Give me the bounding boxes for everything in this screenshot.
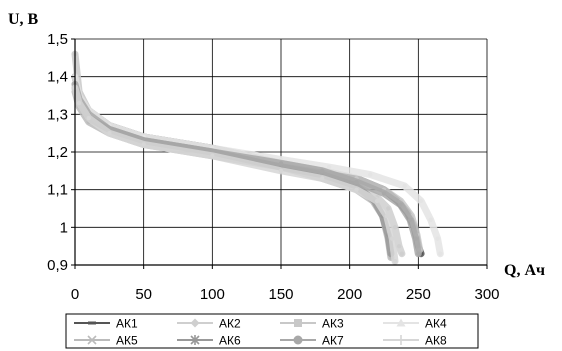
tick-labels: 0,9 1 1,1 1,2 1,3 1,4 1,5 0 50 100 150 200 250 300 bbox=[47, 31, 499, 303]
legend-item: АК5 bbox=[74, 334, 138, 348]
data-point bbox=[413, 236, 418, 241]
legend-label: АК6 bbox=[219, 334, 241, 348]
legend-box bbox=[65, 313, 479, 349]
legend-label: АК7 bbox=[322, 334, 344, 348]
data-point bbox=[278, 168, 284, 174]
data-point bbox=[354, 187, 359, 192]
data-point bbox=[399, 251, 405, 256]
data-point bbox=[320, 168, 325, 174]
legend-marker bbox=[190, 335, 200, 345]
data-point bbox=[418, 198, 424, 204]
x-tick-label: 100 bbox=[200, 286, 225, 303]
data-point bbox=[278, 161, 284, 166]
legend-label: АК2 bbox=[219, 317, 241, 331]
data-point bbox=[141, 142, 146, 147]
y-tick-label: 1,5 bbox=[47, 31, 68, 48]
legend-label: АК1 bbox=[116, 317, 138, 331]
legend-marker bbox=[190, 318, 200, 328]
x-tick-label: 0 bbox=[71, 286, 79, 303]
x-tick-label: 250 bbox=[406, 286, 431, 303]
y-tick-label: 1 bbox=[60, 219, 68, 236]
legend-item: АК6 bbox=[177, 334, 241, 348]
y-axis-label: U, В bbox=[8, 11, 39, 28]
legend-item: АК2 bbox=[177, 317, 241, 331]
legend-label: АК4 bbox=[425, 317, 447, 331]
x-tick-label: 150 bbox=[268, 286, 293, 303]
data-point bbox=[416, 251, 421, 256]
legend-marker bbox=[88, 321, 96, 325]
legend-label: АК8 bbox=[425, 334, 447, 348]
axes bbox=[71, 38, 488, 269]
x-tick-label: 50 bbox=[135, 286, 152, 303]
data-point bbox=[428, 217, 433, 222]
data-point bbox=[368, 172, 373, 177]
x-tick-label: 200 bbox=[337, 286, 362, 303]
data-point bbox=[107, 130, 112, 136]
legend-marker bbox=[294, 319, 302, 327]
data-point bbox=[385, 206, 391, 211]
x-tick-label: 300 bbox=[474, 286, 499, 303]
series-8 bbox=[71, 84, 399, 265]
y-tick-label: 1,1 bbox=[47, 182, 68, 199]
legend-label: АК3 bbox=[322, 317, 344, 331]
data-point bbox=[76, 100, 82, 106]
data-point bbox=[392, 259, 398, 264]
data-point bbox=[326, 164, 332, 170]
data-point bbox=[210, 153, 215, 158]
data-point bbox=[320, 176, 325, 181]
data-point bbox=[392, 225, 398, 230]
legend-marker bbox=[87, 335, 97, 345]
y-tick-label: 1,3 bbox=[47, 106, 68, 123]
y-tick-label: 1,2 bbox=[47, 144, 68, 161]
legend-item: АК7 bbox=[280, 334, 344, 348]
data-point bbox=[390, 236, 395, 241]
data-point bbox=[402, 183, 407, 189]
data-point bbox=[381, 191, 387, 196]
data-point bbox=[435, 236, 440, 241]
legend-marker bbox=[396, 318, 406, 327]
data-point bbox=[384, 213, 389, 219]
data-point bbox=[354, 179, 359, 185]
data-point bbox=[396, 243, 402, 249]
data-point bbox=[86, 115, 91, 121]
legend-item: АК8 bbox=[383, 334, 447, 348]
y-tick-label: 1,4 bbox=[47, 69, 68, 86]
legend-item: АК4 bbox=[383, 317, 447, 331]
y-tick-label: 0,9 bbox=[47, 257, 68, 274]
legend-marker bbox=[293, 335, 303, 345]
x-axis-label: Q, Ач bbox=[504, 262, 545, 279]
data-point bbox=[374, 198, 380, 204]
legend: АК1 АК2 АК3 АК4 АК5 АК6 АК7 АК8 bbox=[65, 313, 479, 349]
legend-item: АК1 bbox=[74, 317, 138, 331]
legend-item: АК3 bbox=[280, 317, 344, 331]
legend-label: АК5 bbox=[116, 334, 138, 348]
data-point bbox=[438, 251, 443, 256]
data-point bbox=[407, 217, 413, 222]
data-point bbox=[398, 202, 403, 207]
